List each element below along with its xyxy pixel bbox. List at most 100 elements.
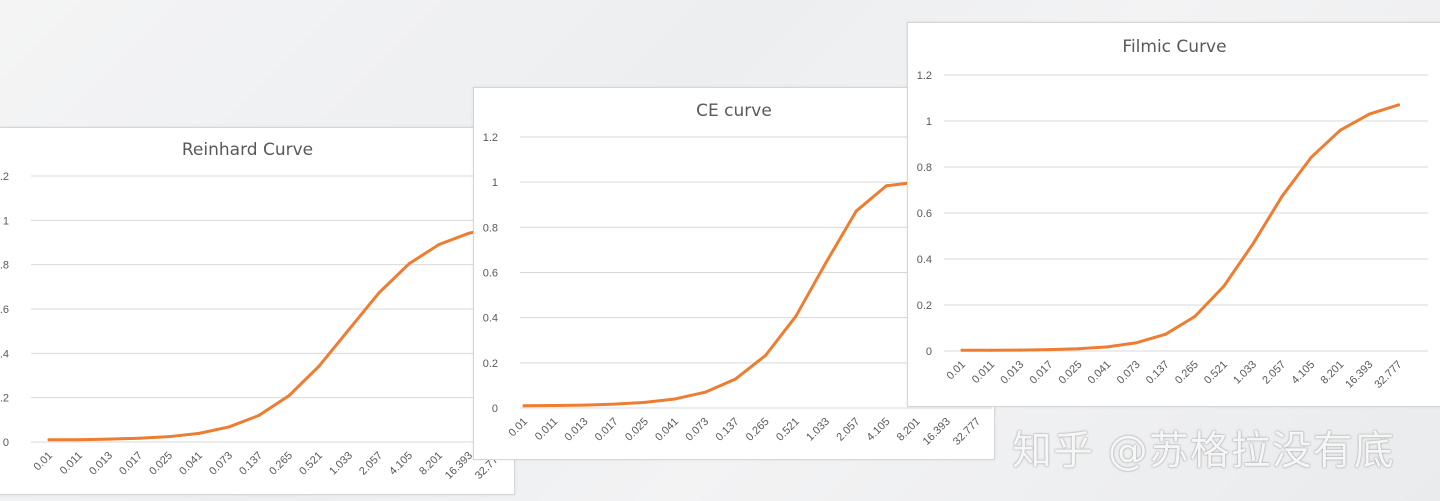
x-tick-label: 0.025 <box>1057 359 1085 387</box>
x-tick-label: 0.073 <box>207 450 235 478</box>
x-tick-label: 0.013 <box>87 450 115 478</box>
x-tick-label: 0.521 <box>297 450 325 478</box>
data-point <box>643 400 647 404</box>
data-point <box>47 438 51 442</box>
x-tick-label: 0.041 <box>177 450 205 478</box>
data-point <box>613 402 617 406</box>
data-point <box>1309 155 1313 159</box>
x-tick-label: 2.057 <box>1260 359 1288 387</box>
x-tick-label: 4.105 <box>387 450 415 478</box>
data-point <box>884 184 888 188</box>
y-tick-label: 0.2 <box>483 358 498 370</box>
x-tick-label: 0.025 <box>147 450 175 478</box>
y-tick-label: 1 <box>492 177 498 189</box>
y-tick-label: 0 <box>3 437 9 449</box>
data-point <box>1397 103 1400 107</box>
filmic-chart-panel: Filmic Curve 0 0.2 0.4 0.6 0.8 1 1.2 0.01 0.011 0… <box>907 22 1440 407</box>
x-tick-label: 0.013 <box>998 359 1026 387</box>
chart-title: Filmic Curve <box>1122 37 1227 57</box>
series-line <box>47 225 501 442</box>
y-tick-label: 0.4 <box>917 254 932 266</box>
x-tick-label: 0.017 <box>1027 359 1055 387</box>
data-point <box>347 327 351 331</box>
data-point <box>794 314 798 318</box>
y-tick-label: 0.6 <box>917 208 932 220</box>
x-tick-label: 0.011 <box>58 450 85 477</box>
x-tick-label: 0.01 <box>944 359 968 383</box>
data-point <box>960 348 964 352</box>
x-tick-label: 16.393 <box>1343 359 1375 391</box>
x-tick-label: 1.033 <box>327 450 355 478</box>
x-tick-label: 2.057 <box>834 416 862 444</box>
x-tick-label: 32.777 <box>951 416 983 448</box>
x-tick-label: 0.073 <box>683 416 711 444</box>
x-tick-label: 2.057 <box>357 450 385 478</box>
data-point <box>1106 345 1109 349</box>
x-tick-label: 0.265 <box>267 450 295 478</box>
x-tick-label: 0.01 <box>31 450 55 474</box>
y-tick-label: 1.2 <box>917 70 932 82</box>
filmic-chart-plot: 0 0.2 0.4 0.6 0.8 1 1.2 0.01 0.011 0.013 0.017 0.02… <box>917 70 1428 391</box>
x-tick-label: 0.265 <box>1173 359 1201 387</box>
data-point <box>287 394 291 398</box>
x-tick-label: 1.033 <box>804 416 832 444</box>
x-tick-label: 32.777 <box>1372 359 1404 391</box>
data-point <box>1164 332 1168 336</box>
reinhard-chart-plot: 0 0.2 0.4 0.6 0.8 1 1.2 0.010.0110.0130.0170.02… <box>0 171 521 482</box>
data-point <box>673 397 677 401</box>
y-tick-label: 0.4 <box>0 348 9 360</box>
y-tick-label: 0.6 <box>0 304 9 316</box>
data-point <box>167 435 171 439</box>
y-tick-label: 0.8 <box>917 162 932 174</box>
data-point <box>989 348 993 352</box>
data-point <box>437 242 441 246</box>
data-point <box>467 231 471 235</box>
y-tick-label: 1.2 <box>0 171 9 183</box>
x-tick-label: 0.137 <box>1144 359 1172 387</box>
chart-title: CE curve <box>696 101 772 121</box>
x-tick-label: 0.013 <box>563 416 591 444</box>
data-point <box>1222 284 1226 288</box>
data-point <box>854 209 858 213</box>
x-tick-label: 0.011 <box>533 416 560 443</box>
data-point <box>1135 341 1139 345</box>
x-tick-label: 0.01 <box>506 416 530 440</box>
y-tick-label: 1 <box>3 215 9 227</box>
x-tick-label: 0.017 <box>593 416 621 444</box>
data-point <box>1280 194 1284 198</box>
y-tick-label: 1.2 <box>483 132 498 144</box>
data-point <box>703 390 707 394</box>
series-line <box>522 180 979 408</box>
data-point <box>227 425 231 429</box>
data-point <box>824 261 828 265</box>
x-tick-label: 0.011 <box>970 359 997 386</box>
data-point <box>257 413 261 417</box>
x-tick-label: 4.105 <box>865 416 893 444</box>
x-tick-label: 0.041 <box>1086 359 1114 387</box>
x-tick-label: 0.073 <box>1115 359 1143 387</box>
data-point <box>1251 242 1255 246</box>
y-tick-label: 0.4 <box>483 313 498 325</box>
y-tick-label: 0.6 <box>483 268 498 280</box>
y-tick-label: 1 <box>926 116 932 128</box>
ce-chart-plot: 00.20.40.60.811.20.01 0.011 0.013 0.017 0.02… <box>483 132 992 448</box>
data-point <box>733 377 737 381</box>
x-tick-label: 8.201 <box>895 416 923 444</box>
data-point <box>1047 348 1051 352</box>
data-point <box>317 364 321 368</box>
y-tick-label: 0 <box>492 403 498 415</box>
data-point <box>1018 348 1022 352</box>
data-point <box>77 438 81 442</box>
x-tick-label: 4.105 <box>1289 359 1317 387</box>
x-tick-label: 0.137 <box>237 450 265 478</box>
x-tick-label: 8.201 <box>417 450 445 478</box>
series-line <box>960 103 1400 352</box>
x-tick-label: 16.393 <box>921 416 953 448</box>
x-tick-label: 0.521 <box>1202 359 1230 387</box>
x-tick-label: 0.041 <box>653 416 681 444</box>
data-point <box>522 404 526 408</box>
x-tick-label: 0.017 <box>117 450 145 478</box>
y-tick-label: 0.8 <box>0 260 9 272</box>
data-point <box>582 403 586 407</box>
data-point <box>552 404 556 408</box>
